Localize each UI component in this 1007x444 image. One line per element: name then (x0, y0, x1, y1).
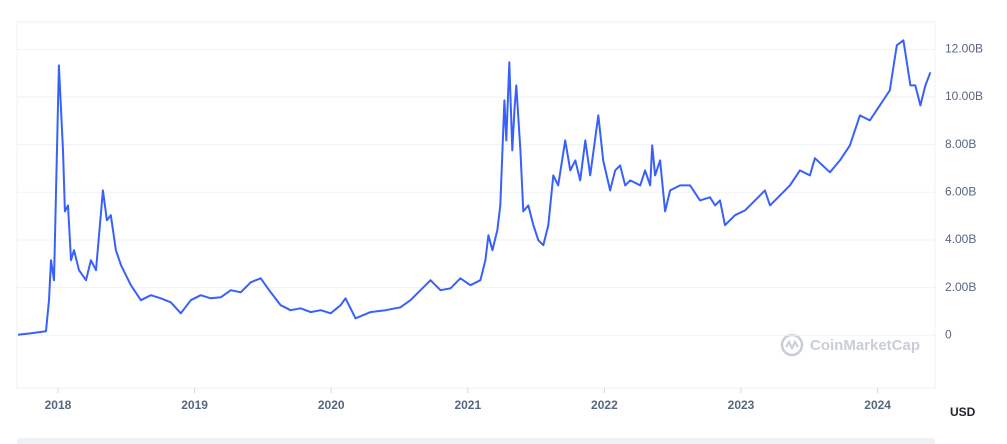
currency-label: USD (950, 405, 976, 419)
x-tick-label: 2020 (318, 398, 345, 412)
x-tick-label: 2024 (864, 398, 891, 412)
x-tick-label: 2021 (454, 398, 481, 412)
y-tick-label: 0 (945, 327, 952, 341)
y-tick-label: 8.00B (945, 137, 976, 151)
x-tick-label: 2019 (181, 398, 208, 412)
price-line (17, 39, 932, 336)
range-scroller[interactable] (17, 438, 935, 444)
x-tick-label: 2023 (728, 398, 755, 412)
plot-frame (16, 21, 936, 389)
y-tick-label: 6.00B (945, 184, 976, 198)
y-tick-label: 12.00B (945, 42, 983, 56)
y-tick-label: 2.00B (945, 280, 976, 294)
watermark-logo (780, 333, 804, 357)
watermark: CoinMarketCap (810, 337, 920, 354)
x-tick-label: 2022 (591, 398, 618, 412)
y-tick-label: 10.00B (945, 89, 983, 103)
x-tick-label: 2018 (45, 398, 72, 412)
y-tick-label: 4.00B (945, 232, 976, 246)
